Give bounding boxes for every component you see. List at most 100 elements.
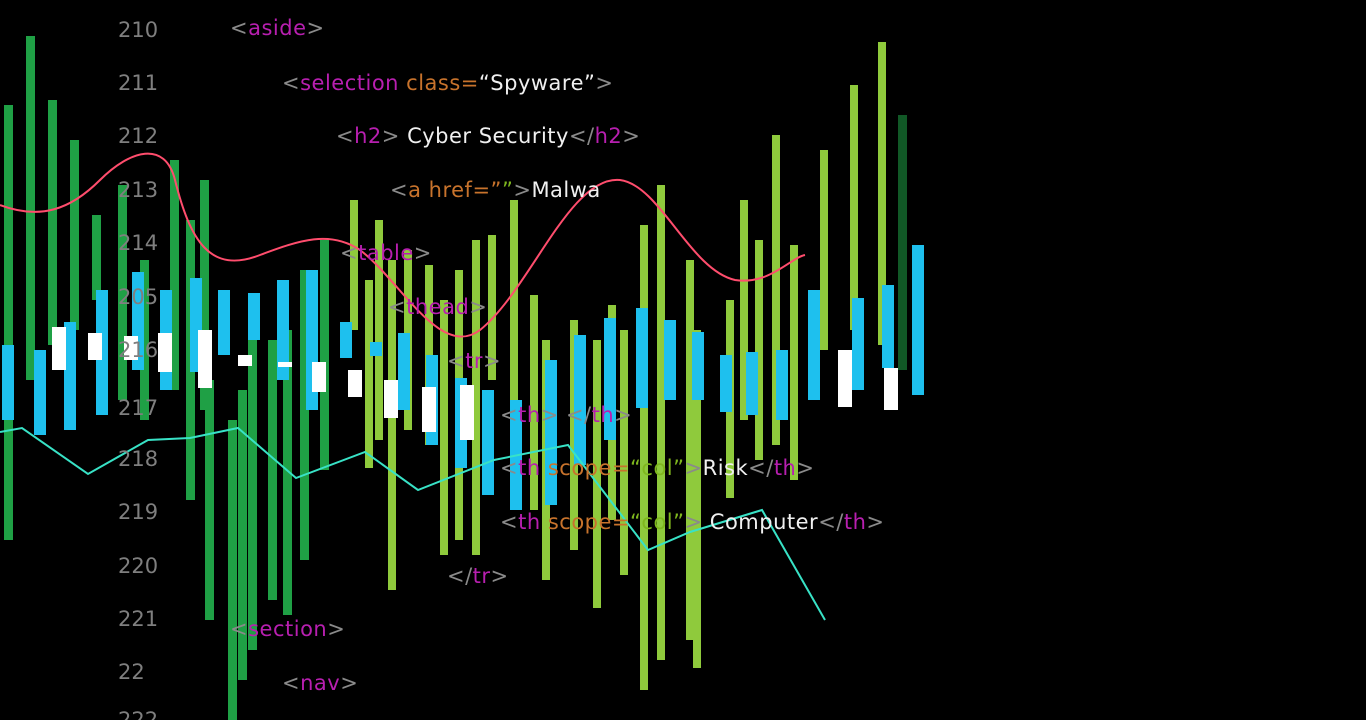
blue-bar: [692, 332, 704, 400]
light-green-bar: [772, 135, 780, 445]
tag-bracket: >: [684, 456, 703, 480]
tag-bracket: >: [614, 403, 633, 427]
attribute: scope=: [540, 456, 631, 480]
tag-name: tr: [472, 564, 491, 588]
dark-green-bar: [268, 340, 277, 600]
tag-bracket: >: [482, 349, 502, 373]
white-bar: [198, 330, 212, 388]
tag-bracket: >: [413, 241, 432, 265]
line-number: 216: [118, 338, 159, 362]
blue-bar: [277, 280, 289, 380]
tag-bracket: >: [796, 456, 815, 480]
line-number: 22: [118, 660, 145, 684]
dark-green-bar: [238, 390, 247, 680]
tag-bracket: <: [282, 71, 301, 95]
blue-bar: [776, 350, 788, 420]
pink-wave-line: [0, 152, 806, 338]
dark-green-bar: [320, 240, 329, 470]
blue-bar: [882, 285, 894, 368]
dark-green-bar: [283, 330, 292, 615]
code-line-th-risk: <th scope=“col”>Risk</th>: [500, 456, 814, 480]
text-content: Computer: [702, 510, 819, 534]
blue-bar: [34, 350, 46, 435]
code-line-aside: <aside>: [230, 16, 325, 40]
tag-bracket: >: [595, 71, 614, 95]
white-bar: [884, 368, 898, 410]
teal-line: [0, 426, 826, 621]
blue-bar: [545, 360, 557, 505]
text-content: Malwa: [531, 178, 601, 202]
tag-name: aside: [248, 16, 307, 40]
line-number: 222: [118, 708, 159, 720]
line-number: 205: [118, 285, 159, 309]
light-green-bar: [510, 200, 518, 480]
light-green-bar: [365, 280, 373, 468]
tag-name: h2: [594, 124, 623, 148]
blue-bar: [664, 320, 676, 400]
light-green-bar: [388, 260, 396, 590]
attribute-value: “col”: [630, 510, 685, 534]
attribute-value: “col”: [630, 456, 685, 480]
dark-green-bar: [118, 185, 127, 400]
light-green-bar: [593, 340, 601, 608]
tag-bracket: >: [306, 16, 325, 40]
blue-bar: [852, 298, 864, 390]
dark-green-bar: [300, 270, 309, 560]
light-green-bar: [820, 150, 828, 350]
tag-bracket: <: [340, 241, 359, 265]
tag-name: th: [518, 403, 541, 427]
tag-name: tr: [465, 349, 483, 373]
tag-name: section: [248, 617, 328, 641]
dark-green-bar: [205, 380, 214, 620]
line-number: 218: [118, 447, 159, 471]
line-number: 213: [118, 178, 159, 202]
light-green-bar: [350, 200, 358, 330]
tag-name: th: [773, 456, 797, 480]
text-content: Cyber Security: [399, 124, 569, 148]
code-line-selection: <selection class=“Spyware”>: [282, 71, 614, 95]
tag-bracket: </: [558, 403, 592, 427]
line-number: 212: [118, 124, 159, 148]
white-bar: [158, 333, 172, 372]
light-green-bar: [472, 240, 480, 555]
blue-bar: [604, 318, 616, 440]
tag-bracket: <: [282, 671, 301, 695]
code-line-th-computer: <th scope=“col”> Computer</th>: [500, 510, 885, 534]
dark-green-bar: [48, 100, 57, 345]
tag-bracket: >: [381, 124, 400, 148]
tag-name: h2: [354, 124, 382, 148]
blue-bar: [340, 322, 352, 358]
blue-bar: [370, 342, 382, 356]
blue-bar: [574, 335, 586, 465]
attribute-value: ”: [501, 178, 514, 202]
code-line-section: <section>: [230, 617, 345, 641]
light-green-bar: [530, 295, 538, 510]
white-bar: [312, 362, 326, 392]
light-green-bar: [488, 235, 496, 380]
light-green-bar: [740, 200, 748, 420]
light-green-bar: [620, 330, 628, 575]
light-green-bar: [375, 220, 383, 440]
code-line-table: <table>: [340, 241, 432, 265]
blue-bar: [64, 322, 76, 430]
tag-bracket: >: [340, 671, 359, 695]
code-line-h2: <h2> Cyber Security</h2>: [336, 124, 640, 148]
attribute-value: “Spyware”: [478, 71, 596, 95]
tag-name: th: [518, 456, 541, 480]
line-number: 219: [118, 500, 159, 524]
dark-green-bar: [4, 105, 13, 540]
tag-name: thead: [406, 295, 470, 319]
white-bar: [88, 333, 102, 360]
attribute: a href=”: [408, 178, 502, 202]
dark-green-bar: [898, 115, 907, 370]
blue-bar: [218, 290, 230, 355]
tag-bracket: <: [447, 349, 466, 373]
tag-bracket: >: [622, 124, 641, 148]
tag-bracket: <: [230, 617, 249, 641]
tag-bracket: <: [336, 124, 355, 148]
light-green-bar: [850, 85, 858, 330]
tag-bracket: >: [469, 295, 488, 319]
light-green-bar: [878, 42, 886, 345]
white-bar: [124, 336, 138, 360]
